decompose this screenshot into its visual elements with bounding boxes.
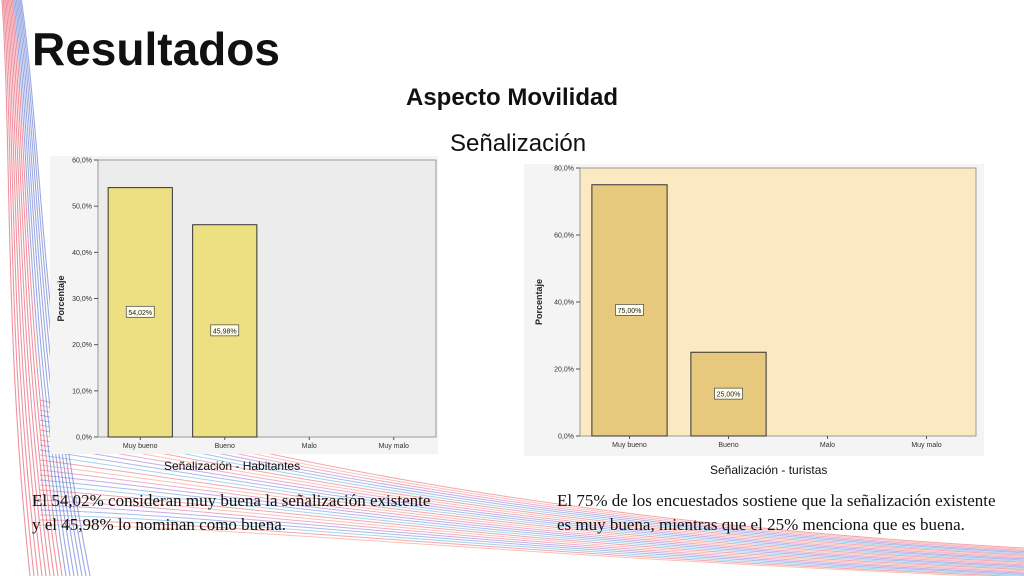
decorative-line: [39, 489, 1024, 571]
decorative-line: [7, 0, 51, 576]
decorative-line: [39, 484, 1024, 569]
caption-habitantes: Señalización - Habitantes: [164, 459, 301, 473]
decorative-line: [39, 494, 1024, 572]
y-tick-label: 20,0%: [554, 367, 574, 374]
y-tick-label: 50,0%: [72, 204, 92, 211]
decorative-line: [39, 499, 1024, 573]
decorative-line: [39, 479, 1024, 568]
y-tick-label: 0,0%: [76, 435, 92, 442]
data-label-box: [615, 304, 644, 316]
decorative-line: [39, 509, 1024, 575]
x-tick-label: Muy bueno: [612, 442, 647, 449]
x-tick-label: Muy malo: [379, 443, 409, 450]
paragraph-turistas: El 75% de los encuestados sostiene que l…: [557, 491, 996, 534]
decorative-line: [20, 0, 91, 576]
decorative-line: [13, 0, 67, 576]
x-tick-label: Malo: [302, 443, 317, 450]
decorative-line: [15, 0, 75, 576]
y-tick-label: 60,0%: [72, 158, 92, 165]
decorative-line: [39, 449, 1024, 561]
decorative-line: [39, 454, 1024, 562]
data-label: 25,00%: [717, 392, 741, 399]
decorative-line: [5, 0, 43, 576]
decorative-line: [10, 0, 59, 576]
y-tick-label: 30,0%: [72, 296, 92, 303]
data-label: 45,98%: [213, 328, 237, 335]
chart-habitantes: 0,0% 10,0% 20,0% 30,0% 40,0% 50,0% 60,0% Porcen…: [50, 156, 438, 454]
decorative-line: [39, 459, 1024, 563]
y-tick-label: 80,0%: [554, 166, 574, 173]
x-tick-label: Bueno: [718, 442, 738, 449]
decorative-line: [14, 0, 71, 576]
decorative-line: [1, 0, 31, 576]
y-tick-label: 40,0%: [72, 250, 92, 257]
data-label-box: [125, 305, 155, 318]
caption-turistas: Señalización - turistas: [710, 463, 828, 477]
x-tick-label: Muy malo: [911, 442, 941, 449]
y-tick-label: 10,0%: [72, 388, 92, 395]
paragraph-habitantes: El 54,02% consideran muy buena la señali…: [32, 491, 431, 534]
data-label-box: [714, 387, 743, 400]
decorative-line: [39, 514, 1024, 576]
data-label: 54,02%: [128, 310, 152, 317]
decorative-line: [9, 0, 55, 576]
decorative-line: [19, 0, 87, 576]
section-heading: Señalización: [450, 130, 587, 157]
decorative-line: [39, 504, 1024, 574]
y-tick-label: 20,0%: [72, 342, 92, 349]
slide-subtitle: Aspecto Movilidad: [405, 84, 619, 111]
decorative-line: [39, 469, 1024, 566]
y-tick-label: 40,0%: [554, 300, 574, 307]
slide-title: Resultados: [32, 23, 280, 75]
decorative-line: [39, 439, 1024, 559]
x-tick-label: Muy bueno: [123, 443, 158, 450]
y-tick-label: 0,0%: [558, 434, 574, 441]
decorative-line: [6, 0, 47, 576]
bar: [107, 187, 173, 438]
chart-turistas: 0,0% 20,0% 40,0% 60,0% 80,0% Porcentaje 75,00%…: [524, 164, 984, 456]
decorative-line: [39, 474, 1024, 567]
decorative-line: [18, 0, 83, 576]
decorative-line: [2, 0, 35, 576]
decorative-line: [39, 464, 1024, 565]
decorative-line: [17, 0, 79, 576]
y-axis-label: Porcentaje: [534, 279, 544, 325]
decorative-line: [39, 524, 989, 576]
decorative-line: [11, 0, 63, 576]
data-label-box: [210, 324, 240, 337]
x-tick-label: Bueno: [215, 443, 235, 450]
x-tick-label: Malo: [820, 442, 835, 449]
y-axis-label: Porcentaje: [56, 275, 66, 321]
data-label: 75,00%: [618, 308, 642, 315]
y-tick-label: 60,0%: [554, 233, 574, 240]
decorative-line: [4, 0, 39, 576]
decorative-line: [39, 519, 1017, 576]
decorative-line: [39, 444, 1024, 560]
